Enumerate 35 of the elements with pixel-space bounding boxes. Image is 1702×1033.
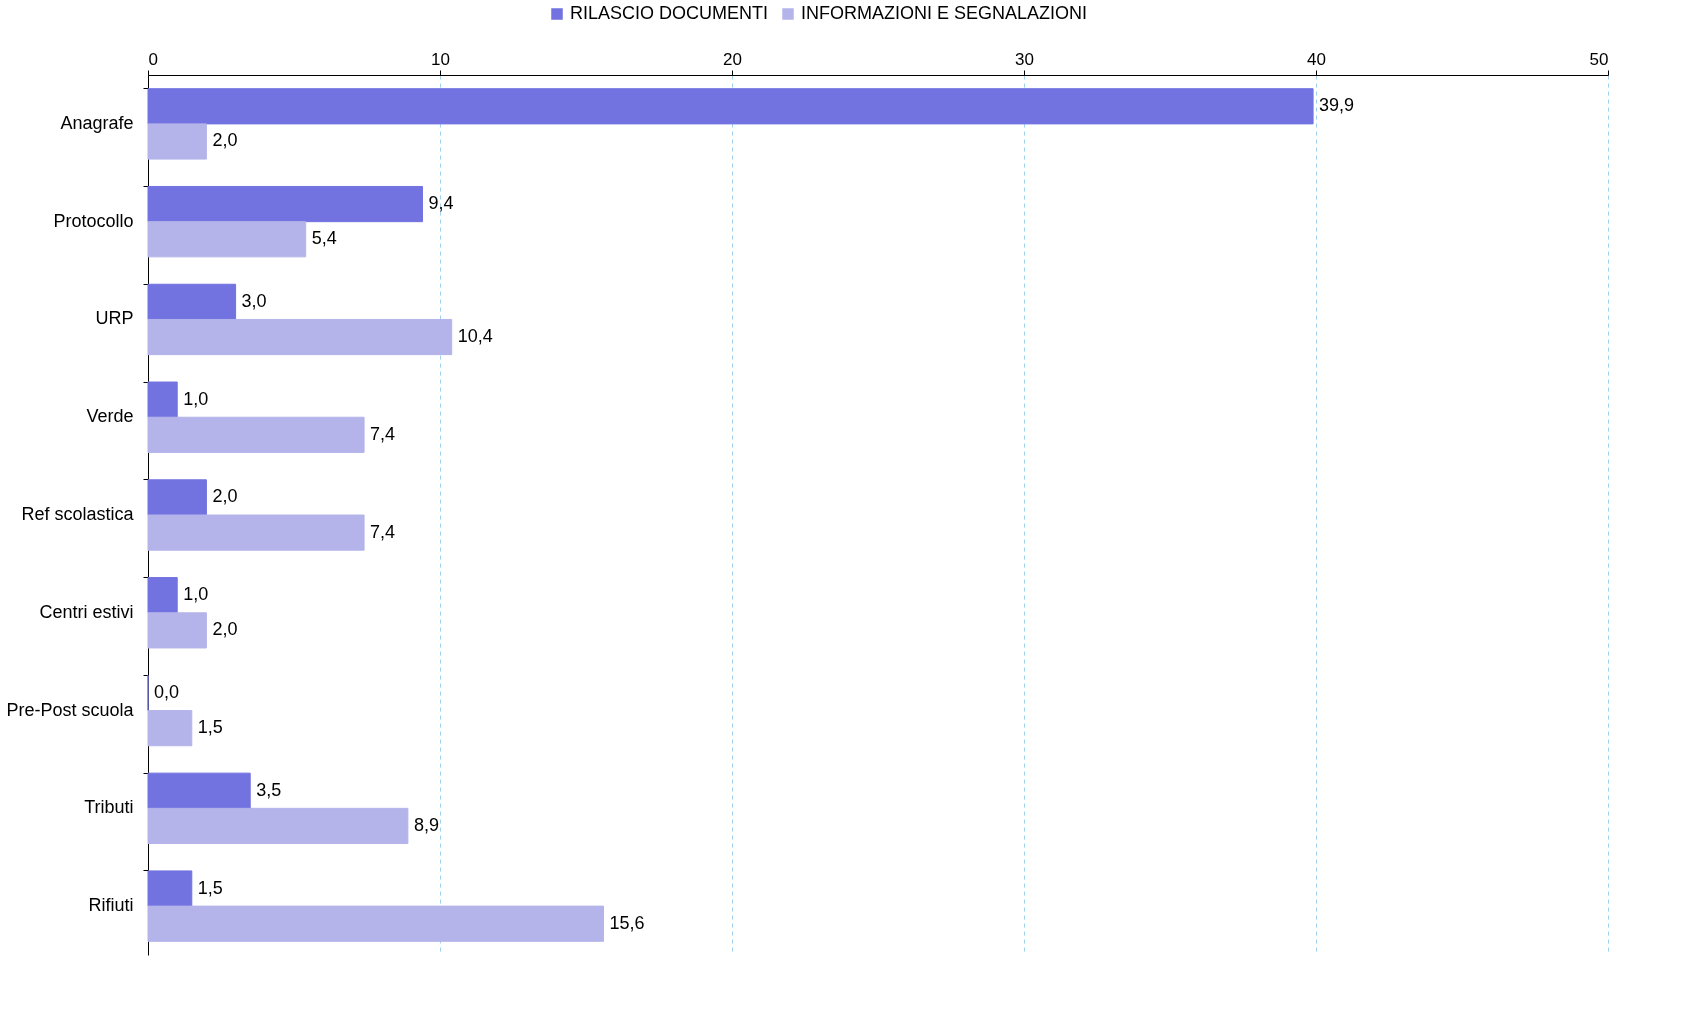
y-tick-label: Rifiuti (88, 895, 134, 916)
y-tick-label: Verde (86, 406, 134, 427)
data-label: 5,4 (311, 228, 337, 249)
data-label: 7,4 (370, 521, 396, 542)
data-label: 1,0 (183, 584, 209, 605)
data-label: 1,5 (197, 877, 223, 898)
data-label: 9,4 (428, 193, 454, 214)
x-tick-label: 30 (1015, 49, 1034, 69)
x-tick-label: 0 (148, 49, 158, 69)
x-tick-label: 50 (1589, 49, 1609, 69)
data-label: 10,4 (457, 326, 493, 347)
y-tick-label: Protocollo (53, 210, 134, 231)
data-label: 7,4 (370, 423, 396, 444)
data-label: 15,6 (609, 912, 645, 933)
legend-label: INFORMAZIONI E SEGNALAZIONI (801, 3, 1088, 23)
data-label: 2,0 (212, 619, 238, 640)
data-label: 8,9 (413, 814, 439, 835)
y-tick-label: Tributi (84, 797, 134, 818)
data-label: 1,0 (183, 388, 209, 409)
legend-label: RILASCIO DOCUMENTI (570, 3, 769, 23)
y-tick-label: Ref scolastica (21, 504, 135, 524)
data-label: 2,0 (212, 130, 238, 151)
data-label: 0,0 (154, 681, 180, 702)
y-tick-label: Anagrafe (60, 112, 134, 133)
y-tick-label: Centri estivi (39, 601, 134, 622)
x-tick-label: 20 (723, 49, 742, 69)
data-label: 1,5 (197, 717, 223, 738)
data-label: 3,0 (241, 290, 267, 311)
x-tick-label: 10 (431, 49, 450, 69)
y-tick-label: Pre-Post scuola (6, 699, 135, 720)
data-label: 39,9 (1319, 95, 1355, 116)
data-label: 3,5 (256, 779, 282, 800)
data-label: 2,0 (212, 486, 238, 507)
x-tick-label: 40 (1307, 49, 1326, 69)
y-tick-label: URP (95, 308, 134, 329)
